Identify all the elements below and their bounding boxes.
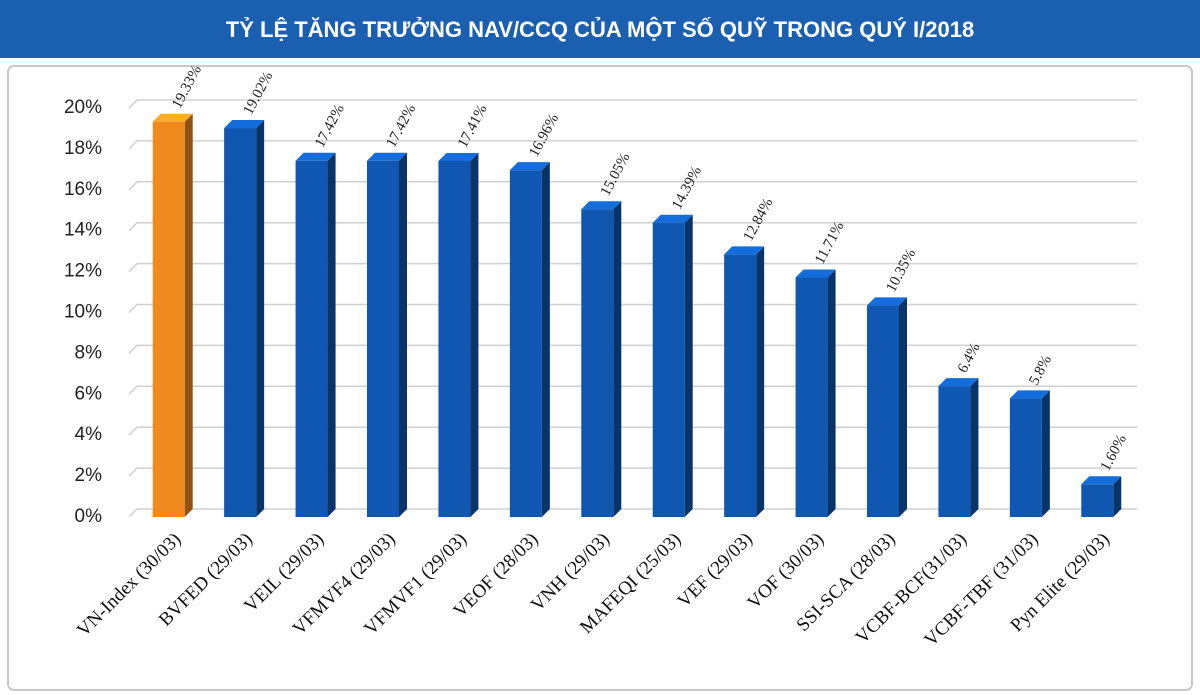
- bar-top: [1009, 390, 1050, 399]
- bar-top: [152, 113, 193, 122]
- grid-line: [128, 140, 1137, 150]
- y-tick-label: 10%: [64, 302, 102, 323]
- bar: [795, 277, 828, 517]
- bar-top: [938, 378, 979, 387]
- bar-top: [724, 246, 765, 255]
- bar: [152, 121, 185, 517]
- bar: [867, 305, 899, 517]
- bar: [438, 160, 471, 517]
- bar-top: [367, 152, 407, 161]
- bar-side: [256, 120, 265, 517]
- y-tick-label: 0%: [75, 506, 103, 527]
- grid-line: [128, 221, 1137, 232]
- grid-line: [128, 262, 1137, 273]
- bar-top: [509, 162, 550, 171]
- bar-top: [438, 152, 479, 161]
- grid-line: [128, 99, 1137, 109]
- y-tick-label: 16%: [64, 179, 102, 200]
- bar-side: [970, 378, 979, 517]
- chart-title: TỶ LỆ TĂNG TRƯỞNG NAV/CCQ CỦA MỘT SỐ QUỸ…: [226, 16, 974, 42]
- y-tick-label: 12%: [64, 261, 102, 282]
- bar: [367, 160, 399, 518]
- y-tick-label: 8%: [75, 342, 103, 363]
- bar: [509, 170, 542, 517]
- bar-top: [295, 152, 336, 161]
- y-tick-label: 2%: [75, 465, 103, 486]
- bar-side: [399, 152, 407, 518]
- bar: [652, 222, 685, 518]
- bar-side: [613, 201, 622, 518]
- y-tick-label: 14%: [64, 220, 102, 241]
- bar: [295, 160, 328, 518]
- bar-side: [1113, 476, 1122, 517]
- bar-side: [327, 152, 336, 518]
- bar-side: [184, 113, 193, 517]
- y-tick-label: 6%: [75, 383, 103, 404]
- bar: [724, 254, 757, 517]
- bar: [1009, 398, 1042, 517]
- y-tick-label: 18%: [64, 138, 102, 159]
- title-banner: [0, 0, 1200, 58]
- bar-side: [470, 152, 479, 517]
- bar-side: [684, 214, 693, 518]
- bar-top: [1081, 476, 1122, 485]
- bar-side: [756, 246, 765, 517]
- bar-top: [224, 120, 265, 129]
- bar: [224, 128, 257, 517]
- bar-top: [867, 297, 907, 306]
- y-tick-label: 4%: [75, 424, 103, 445]
- bar-side: [1041, 390, 1050, 517]
- bar-top: [652, 214, 693, 223]
- bar-top: [795, 269, 836, 278]
- bar-side: [827, 269, 836, 517]
- grid-line: [128, 181, 1137, 191]
- bar-top: [581, 201, 622, 210]
- y-tick-label: 20%: [64, 97, 102, 118]
- bar: [581, 209, 614, 518]
- bar: [1081, 484, 1114, 517]
- bar-side: [899, 297, 907, 517]
- bar-side: [541, 162, 550, 517]
- bar: [938, 386, 971, 517]
